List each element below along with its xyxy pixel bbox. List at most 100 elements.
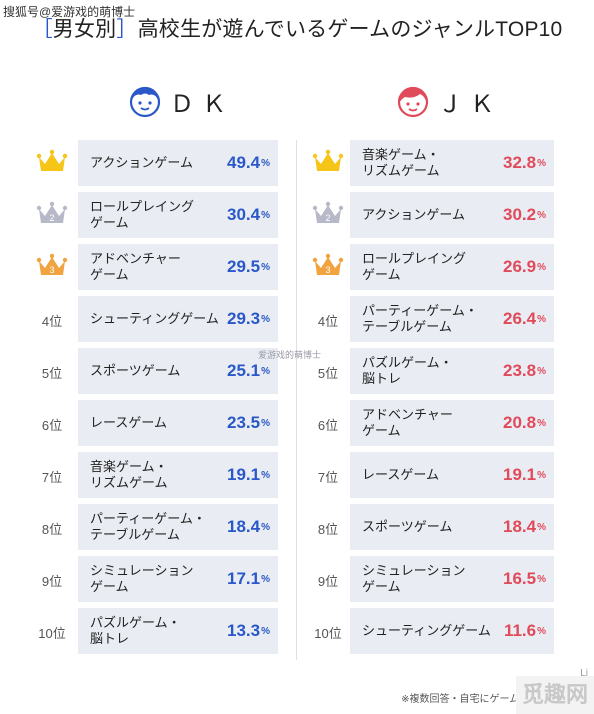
jk-genre-name: スポーツゲーム: [362, 519, 453, 534]
dk-row: アクションゲーム 49.4%: [78, 140, 278, 186]
jk-row: アクションゲーム 30.2%: [350, 192, 554, 238]
jk-row: シューティングゲーム 11.6%: [350, 608, 554, 654]
jk-rank-9: 9位: [317, 574, 339, 589]
percent-unit: %: [261, 157, 270, 169]
title-tag: 男女別: [52, 18, 117, 41]
dk-genre-name: スポーツゲーム: [90, 363, 181, 378]
jk-rank-7: 7位: [317, 470, 339, 485]
silver-crown-icon: 2: [312, 201, 344, 223]
dk-genre-name: パズルゲーム・ 脳トレ: [90, 615, 181, 646]
jk-genre-name: シミュレーション ゲーム: [362, 563, 466, 594]
jk-rank-number: 3: [325, 265, 330, 275]
dk-genre-name: シミュレーション ゲーム: [90, 563, 194, 594]
jk-genre-name: 音楽ゲーム・ リズムゲーム: [362, 147, 440, 178]
dk-rank-7: 7位: [41, 470, 63, 485]
percent-unit: %: [261, 417, 270, 429]
percent-unit: %: [537, 209, 546, 221]
dk-genre-value: 19.1%: [227, 465, 270, 484]
percent-unit: %: [537, 469, 546, 481]
percent-unit: %: [537, 521, 546, 533]
jk-genre-value: 18.4%: [503, 517, 546, 536]
girl-avatar-icon: [397, 86, 429, 118]
dk-genre-name: レースゲーム: [90, 415, 167, 430]
percent-unit: %: [261, 625, 270, 637]
dk-genre-value: 17.1%: [227, 569, 270, 588]
dk-genre-name: アドベンチャー ゲーム: [90, 251, 181, 282]
percent-unit: %: [537, 157, 546, 169]
dk-genre-name: アクションゲーム: [90, 155, 193, 170]
silver-crown-icon: 2: [36, 201, 68, 223]
corner-watermark: 觅趣网: [516, 676, 594, 714]
dk-genre-name: 音楽ゲーム・ リズムゲーム: [90, 459, 168, 490]
percent-unit: %: [261, 209, 270, 221]
jk-genre-value: 16.5%: [503, 569, 546, 588]
jk-row: ロールプレイング ゲーム 26.9%: [350, 244, 554, 290]
dk-genre-name: パーティーゲーム・ テーブルゲーム: [90, 511, 206, 542]
jk-rank-10: 10位: [314, 626, 342, 641]
jk-genre-value: 30.2%: [503, 205, 546, 224]
title-text: 高校生が遊んでいるゲームのジャンルTOP10: [137, 18, 563, 41]
dk-rank-8: 8位: [41, 522, 63, 537]
dk-rank-3: 3: [22, 253, 82, 279]
jk-genre-value: 19.1%: [503, 465, 546, 484]
jk-genre-value: 11.6%: [503, 621, 546, 640]
footnote: ※複数回答・自宅にゲーム機があるJK (n=4: [401, 694, 594, 705]
dk-rank-10: 10位: [38, 626, 66, 641]
jk-row: スポーツゲーム 18.4%: [350, 504, 554, 550]
dk-row: ロールプレイング ゲーム 30.4%: [78, 192, 278, 238]
percent-unit: %: [537, 573, 546, 585]
column-divider: [296, 140, 297, 660]
jk-rank-8: 8位: [317, 522, 339, 537]
percent-unit: %: [537, 313, 546, 325]
jk-genre-name: レースゲーム: [362, 467, 439, 482]
jk-row: アドベンチャー ゲーム 20.8%: [350, 400, 554, 446]
boy-avatar-icon: [129, 86, 161, 118]
dk-genre-value: 49.4%: [227, 153, 270, 172]
percent-unit: %: [537, 625, 546, 637]
jk-rank-1: [298, 149, 358, 175]
footnote-brand: Li: [580, 668, 588, 679]
dk-rank-number: 2: [49, 213, 54, 223]
dk-rank-1: [22, 149, 82, 175]
bronze-crown-icon: 3: [36, 253, 68, 275]
jk-rank-6: 6位: [317, 418, 339, 433]
title-close-bracket: ］: [116, 18, 138, 41]
percent-unit: %: [261, 573, 270, 585]
gold-crown-icon: [36, 149, 68, 171]
dk-genre-value: 25.1%: [227, 361, 270, 380]
dk-rank-6: 6位: [41, 418, 63, 433]
jk-genre-value: 23.8%: [503, 361, 546, 380]
dk-genre-value: 13.3%: [227, 621, 270, 640]
percent-unit: %: [537, 365, 546, 377]
jk-rank-number: 2: [325, 213, 330, 223]
gold-crown-icon: [312, 149, 344, 171]
percent-unit: %: [537, 417, 546, 429]
jk-row: レースゲーム 19.1%: [350, 452, 554, 498]
bronze-crown-icon: 3: [312, 253, 344, 275]
jk-genre-name: アドベンチャー ゲーム: [362, 407, 453, 438]
dk-label: ＤＫ: [170, 90, 234, 118]
percent-unit: %: [261, 261, 270, 273]
dk-rank-2: 2: [22, 201, 82, 227]
jk-row: パーティーゲーム・ テーブルゲーム 26.4%: [350, 296, 554, 342]
dk-rank-5: 5位: [41, 366, 63, 381]
percent-unit: %: [261, 313, 270, 325]
dk-row: パーティーゲーム・ テーブルゲーム 18.4%: [78, 504, 278, 550]
jk-genre-name: ロールプレイング ゲーム: [362, 251, 467, 282]
jk-genre-name: パーティーゲーム・ テーブルゲーム: [362, 303, 478, 334]
dk-genre-value: 29.5%: [227, 257, 270, 276]
jk-header: ＪＫ: [396, 84, 502, 118]
dk-row: アドベンチャー ゲーム 29.5%: [78, 244, 278, 290]
percent-unit: %: [537, 261, 546, 273]
jk-rank-3: 3: [298, 253, 358, 279]
dk-header: ＤＫ: [128, 84, 234, 118]
dk-rank-number: 3: [49, 265, 54, 275]
dk-genre-value: 18.4%: [227, 517, 270, 536]
dk-rank-9: 9位: [41, 574, 63, 589]
dk-row: レースゲーム 23.5%: [78, 400, 278, 446]
percent-unit: %: [261, 469, 270, 481]
dk-genre-name: シューティングゲーム: [90, 311, 219, 326]
jk-rank-5: 5位: [317, 366, 339, 381]
percent-unit: %: [261, 365, 270, 377]
dk-genre-value: 23.5%: [227, 413, 270, 432]
